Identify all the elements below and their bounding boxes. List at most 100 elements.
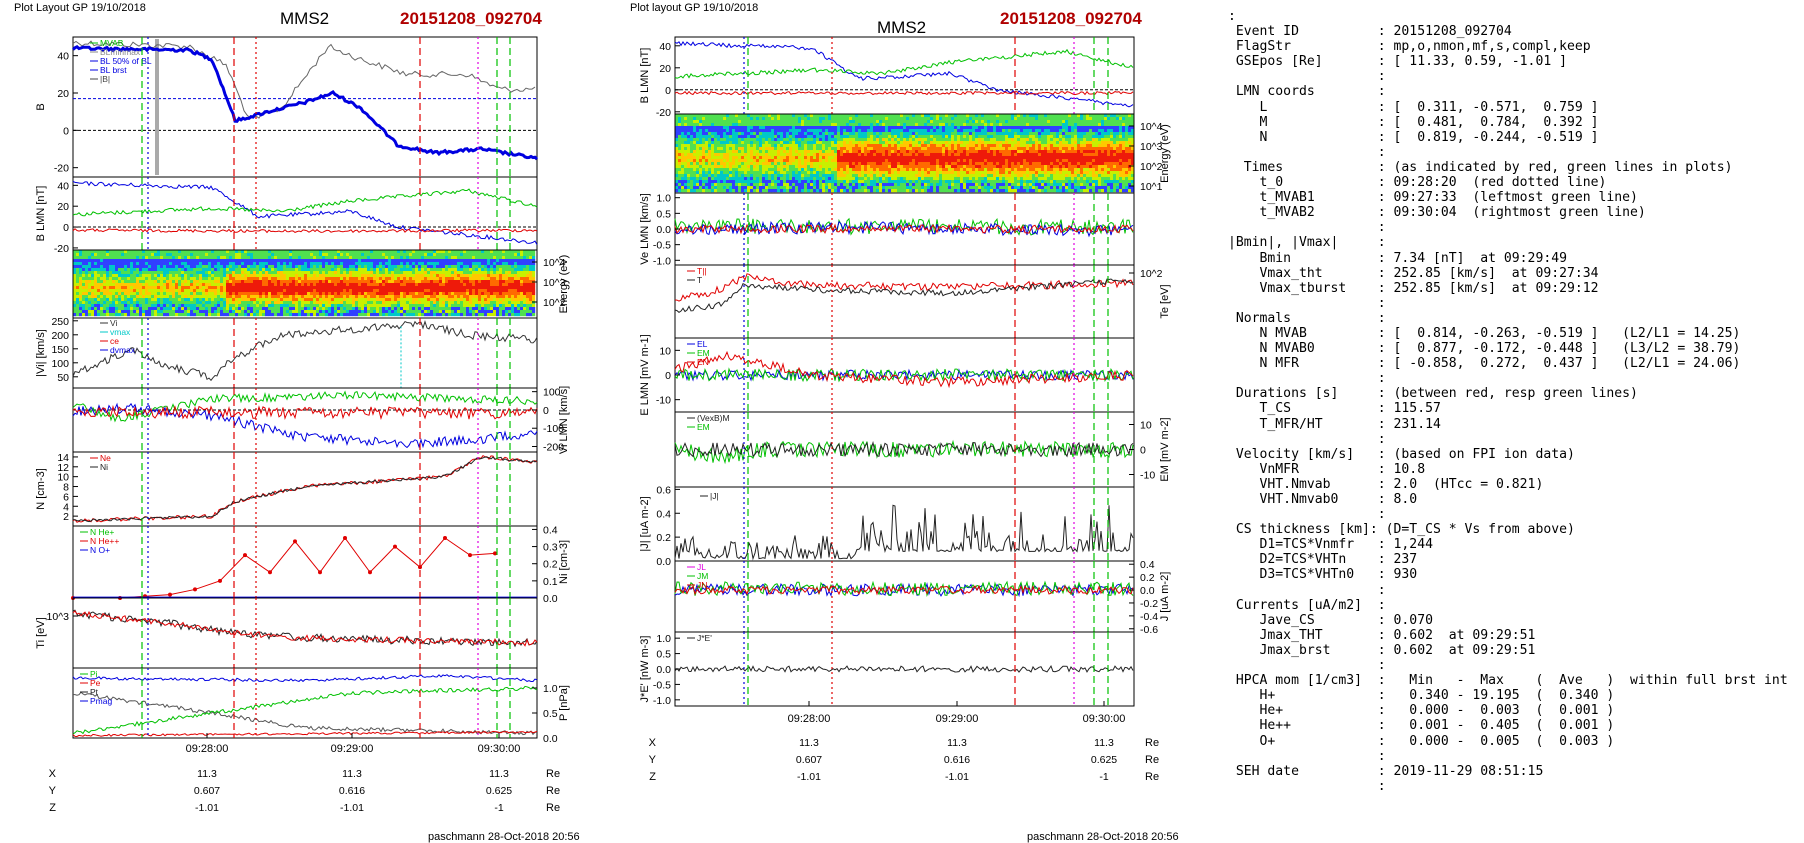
- heatmap-cell: [214, 274, 217, 277]
- heatmap-cell: [490, 277, 493, 280]
- heatmap-cell: [499, 301, 502, 304]
- heatmap-cell: [229, 265, 232, 268]
- heatmap-cell: [190, 295, 193, 298]
- heatmap-cell: [693, 156, 696, 159]
- heatmap-cell: [696, 138, 699, 141]
- heatmap-cell: [229, 313, 232, 316]
- heatmap-cell: [484, 298, 487, 301]
- heatmap-cell: [346, 283, 349, 286]
- heatmap-cell: [732, 123, 735, 126]
- heatmap-cell: [79, 310, 82, 313]
- heatmap-cell: [175, 265, 178, 268]
- heatmap-cell: [268, 256, 271, 259]
- heatmap-cell: [307, 271, 310, 274]
- heatmap-cell: [385, 310, 388, 313]
- heatmap-cell: [397, 274, 400, 277]
- y-tick-label: 20: [57, 88, 69, 100]
- heatmap-cell: [181, 259, 184, 262]
- heatmap-cell: [352, 304, 355, 307]
- heatmap-cell: [732, 189, 735, 192]
- heatmap-cell: [238, 295, 241, 298]
- heatmap-cell: [532, 277, 535, 280]
- heatmap-cell: [442, 259, 445, 262]
- heatmap-cell: [169, 274, 172, 277]
- heatmap-cell: [160, 265, 163, 268]
- heatmap-cell: [121, 259, 124, 262]
- heatmap-cell: [115, 289, 118, 292]
- heatmap-cell: [520, 286, 523, 289]
- heatmap-cell: [214, 301, 217, 304]
- heatmap-cell: [259, 259, 262, 262]
- heatmap-cell: [508, 253, 511, 256]
- heatmap-cell: [361, 301, 364, 304]
- heatmap-cell: [385, 286, 388, 289]
- heatmap-cell: [295, 265, 298, 268]
- heatmap-cell: [124, 268, 127, 271]
- heatmap-cell: [511, 289, 514, 292]
- heatmap-cell: [109, 256, 112, 259]
- heatmap-cell: [328, 256, 331, 259]
- heatmap-cell: [262, 280, 265, 283]
- heatmap-cell: [163, 253, 166, 256]
- heatmap-cell: [418, 259, 421, 262]
- heatmap-cell: [376, 265, 379, 268]
- heatmap-cell: [232, 259, 235, 262]
- heatmap-cell: [427, 253, 430, 256]
- y-tick-label: 20: [57, 201, 69, 213]
- heatmap-cell: [289, 310, 292, 313]
- heatmap-cell: [367, 280, 370, 283]
- heatmap-cell: [175, 253, 178, 256]
- heatmap-cell: [493, 298, 496, 301]
- heatmap-cell: [253, 283, 256, 286]
- heatmap-cell: [445, 295, 448, 298]
- x-tick-label: 09:29:00: [331, 743, 374, 755]
- heatmap-cell: [97, 307, 100, 310]
- heatmap-cell: [178, 259, 181, 262]
- heatmap-cell: [816, 162, 819, 165]
- heatmap-cell: [412, 289, 415, 292]
- heatmap-cell: [376, 274, 379, 277]
- heatmap-cell: [445, 277, 448, 280]
- heatmap-cell: [220, 304, 223, 307]
- heatmap-cell: [205, 286, 208, 289]
- heatmap-cell: [85, 313, 88, 316]
- heatmap-cell: [400, 277, 403, 280]
- heatmap-cell: [418, 283, 421, 286]
- heatmap-cell: [738, 174, 741, 177]
- heatmap-cell: [451, 283, 454, 286]
- heatmap-cell: [169, 289, 172, 292]
- y-tick-label: 50: [57, 372, 69, 384]
- heatmap-cell: [795, 144, 798, 147]
- heatmap-cell: [816, 138, 819, 141]
- heatmap-cell: [289, 283, 292, 286]
- heatmap-cell: [726, 126, 729, 129]
- ephem-value: 0.607: [194, 785, 220, 797]
- heatmap-cell: [124, 310, 127, 313]
- heatmap-cell: [825, 135, 828, 138]
- heatmap-cell: [115, 307, 118, 310]
- heatmap-cell: [810, 174, 813, 177]
- heatmap-cell: [100, 283, 103, 286]
- heatmap-cell: [166, 298, 169, 301]
- heatmap-cell: [79, 289, 82, 292]
- heatmap-cell: [199, 280, 202, 283]
- heatmap-cell: [762, 180, 765, 183]
- heatmap-cell: [786, 183, 789, 186]
- heatmap-cell: [85, 271, 88, 274]
- heatmap-cell: [217, 265, 220, 268]
- heatmap-cell: [283, 286, 286, 289]
- heatmap-cell: [816, 177, 819, 180]
- heatmap-cell: [271, 301, 274, 304]
- heatmap-cell: [687, 186, 690, 189]
- heatmap-cell: [783, 156, 786, 159]
- heatmap-cell: [484, 295, 487, 298]
- heatmap-cell: [319, 268, 322, 271]
- heatmap-cell: [76, 265, 79, 268]
- heatmap-cell: [517, 289, 520, 292]
- heatmap-cell: [145, 259, 148, 262]
- heatmap-cell: [313, 277, 316, 280]
- heatmap-cell: [804, 126, 807, 129]
- heatmap-cell: [505, 259, 508, 262]
- heatmap-cell: [822, 183, 825, 186]
- heatmap-cell: [457, 286, 460, 289]
